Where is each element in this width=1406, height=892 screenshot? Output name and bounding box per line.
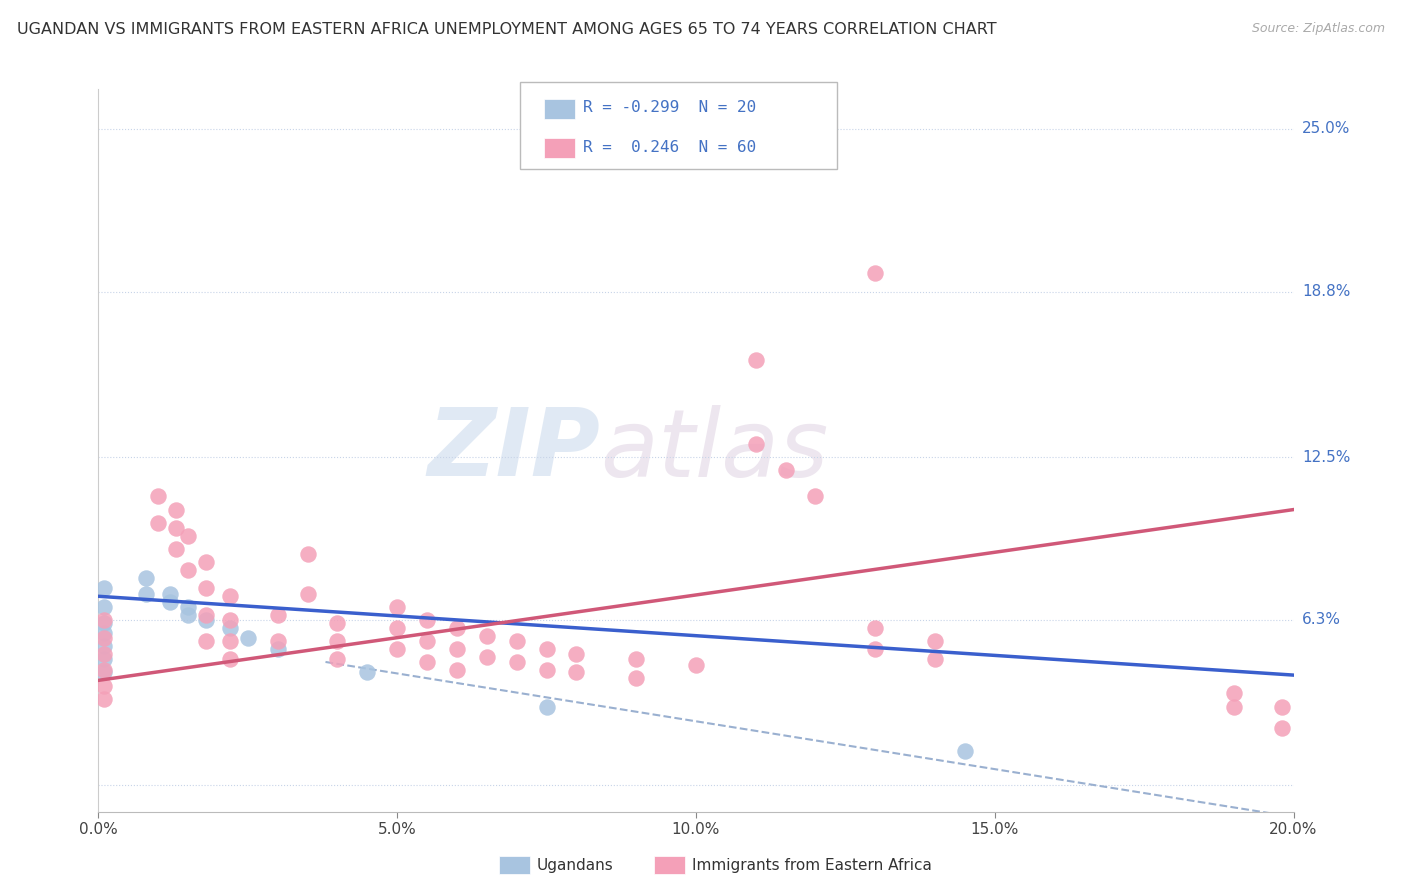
Point [385,599,409,614]
Text: R =  0.246  N = 60: R = 0.246 N = 60 [583,140,756,154]
Point [506,655,529,669]
Point [195,613,218,627]
Point [159,594,181,608]
Text: 12.5%: 12.5% [1302,450,1350,465]
Point [148,490,170,504]
Point [326,652,349,666]
Point [93,632,115,646]
Point [446,663,468,677]
Point [953,744,976,758]
Point [1223,686,1246,700]
Text: UGANDAN VS IMMIGRANTS FROM EASTERN AFRICA UNEMPLOYMENT AMONG AGES 65 TO 74 YEARS: UGANDAN VS IMMIGRANTS FROM EASTERN AFRIC… [17,22,997,37]
Point [536,641,558,656]
Point [93,613,115,627]
Point [219,652,242,666]
Point [565,647,588,661]
Point [93,615,115,630]
Point [135,571,157,585]
Point [475,629,498,643]
Point [565,665,588,680]
Point [177,599,200,614]
Text: atlas: atlas [600,405,828,496]
Point [536,663,558,677]
Text: Source: ZipAtlas.com: Source: ZipAtlas.com [1251,22,1385,36]
Point [93,639,115,653]
Point [236,632,259,646]
Point [865,266,887,280]
Text: ZIP: ZIP [427,404,600,497]
Point [536,699,558,714]
Point [446,641,468,656]
Point [93,665,115,680]
Point [865,641,887,656]
Text: 18.8%: 18.8% [1302,284,1350,299]
Point [626,671,648,685]
Text: 25.0%: 25.0% [1302,121,1350,136]
Point [177,563,200,577]
Point [924,634,946,648]
Point [356,665,378,680]
Point [1223,699,1246,714]
Point [165,502,187,516]
Point [775,463,797,477]
Point [385,621,409,635]
Point [267,607,290,622]
Point [475,649,498,664]
Point [745,437,768,451]
Point [195,634,218,648]
Point [219,613,242,627]
Point [195,607,218,622]
Point [93,647,115,661]
Point [804,490,827,504]
Point [865,621,887,635]
Point [195,555,218,569]
Point [93,691,115,706]
Point [93,599,115,614]
Point [745,352,768,367]
Text: 6.3%: 6.3% [1302,613,1341,627]
Point [446,621,468,635]
Point [1271,699,1294,714]
Point [385,641,409,656]
Point [1271,721,1294,735]
Point [267,634,290,648]
Point [165,521,187,535]
Point [165,541,187,556]
Text: Immigrants from Eastern Africa: Immigrants from Eastern Africa [692,858,932,872]
Point [297,587,319,601]
Point [93,652,115,666]
Text: R = -0.299  N = 20: R = -0.299 N = 20 [583,101,756,115]
Point [195,582,218,596]
Point [416,613,439,627]
Point [148,516,170,530]
Point [219,589,242,603]
Point [416,634,439,648]
Point [177,607,200,622]
Point [626,652,648,666]
Text: Ugandans: Ugandans [537,858,614,872]
Point [267,641,290,656]
Point [924,652,946,666]
Point [254,69,277,83]
Point [219,634,242,648]
Point [326,615,349,630]
Point [219,621,242,635]
Point [93,663,115,677]
Point [297,547,319,561]
Point [93,626,115,640]
Point [506,634,529,648]
Point [135,587,157,601]
Point [159,587,181,601]
Point [685,657,707,672]
Point [93,582,115,596]
Point [326,634,349,648]
Point [177,529,200,543]
Point [93,679,115,693]
Point [416,655,439,669]
